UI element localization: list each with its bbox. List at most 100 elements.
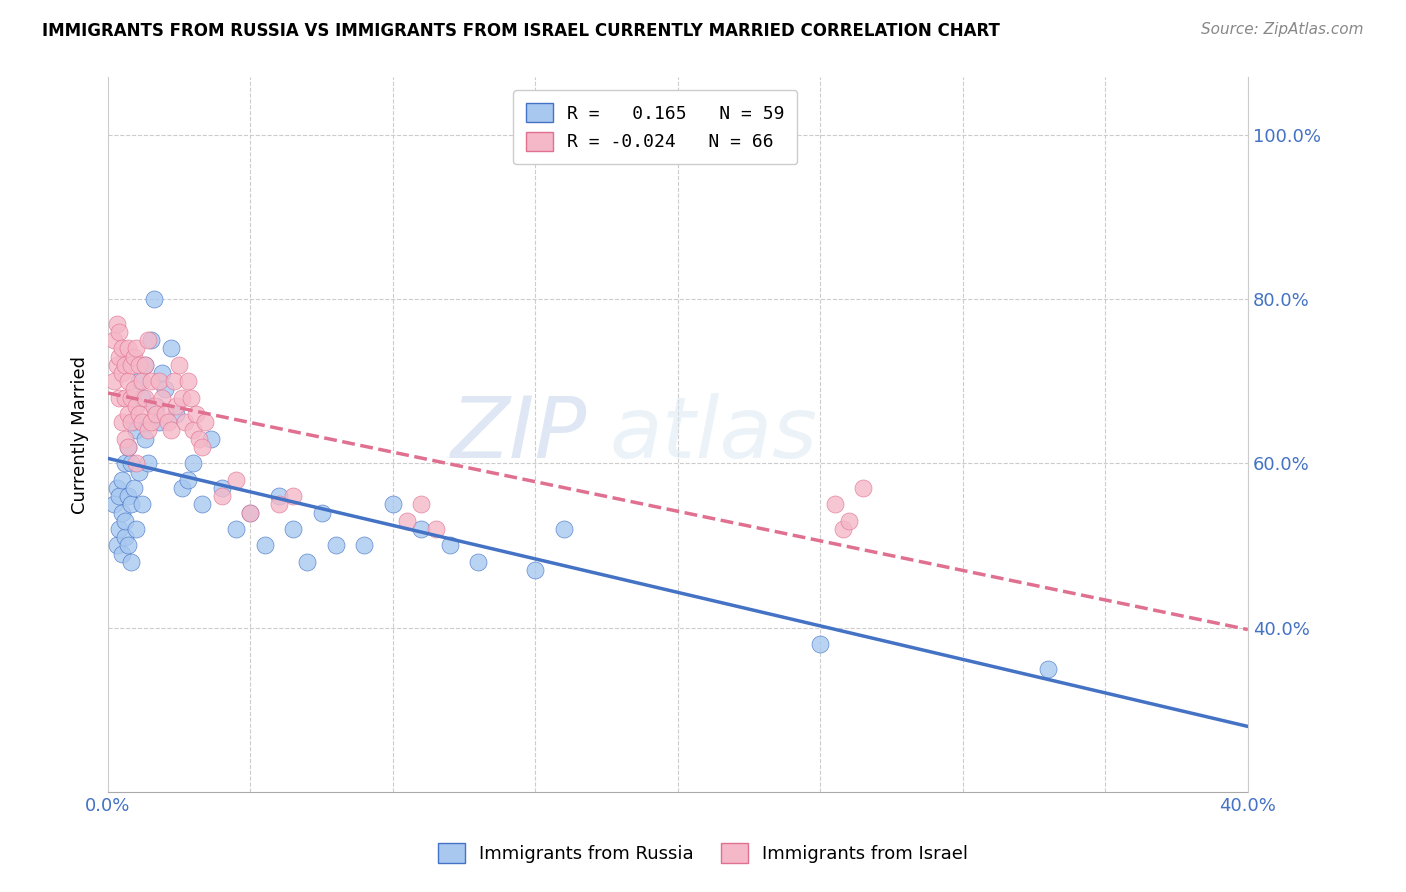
- Point: [108, 522, 131, 536]
- Point: [211, 481, 233, 495]
- Point: [117, 440, 139, 454]
- Point: [253, 538, 276, 552]
- Point: [105, 358, 128, 372]
- Point: [167, 358, 190, 372]
- Point: [142, 399, 165, 413]
- Point: [225, 473, 247, 487]
- Point: [183, 424, 205, 438]
- Point: [120, 358, 142, 372]
- Point: [122, 383, 145, 397]
- Point: [105, 317, 128, 331]
- Point: [808, 637, 831, 651]
- Point: [125, 342, 148, 356]
- Point: [128, 465, 150, 479]
- Point: [120, 415, 142, 429]
- Point: [267, 497, 290, 511]
- Point: [153, 407, 176, 421]
- Point: [191, 440, 214, 454]
- Point: [177, 473, 200, 487]
- Point: [211, 489, 233, 503]
- Point: [111, 547, 134, 561]
- Point: [128, 358, 150, 372]
- Point: [283, 489, 305, 503]
- Point: [114, 358, 136, 372]
- Point: [108, 325, 131, 339]
- Point: [122, 415, 145, 429]
- Point: [136, 333, 159, 347]
- Point: [111, 366, 134, 380]
- Point: [150, 366, 173, 380]
- Point: [852, 481, 875, 495]
- Point: [297, 555, 319, 569]
- Point: [145, 399, 167, 413]
- Point: [145, 407, 167, 421]
- Point: [114, 456, 136, 470]
- Point: [128, 407, 150, 421]
- Point: [131, 415, 153, 429]
- Point: [148, 415, 170, 429]
- Point: [156, 415, 179, 429]
- Point: [838, 514, 860, 528]
- Point: [134, 391, 156, 405]
- Point: [120, 391, 142, 405]
- Point: [142, 292, 165, 306]
- Point: [111, 473, 134, 487]
- Point: [1038, 661, 1060, 675]
- Point: [832, 522, 855, 536]
- Point: [131, 497, 153, 511]
- Point: [150, 391, 173, 405]
- Point: [117, 538, 139, 552]
- Point: [117, 489, 139, 503]
- Point: [180, 391, 202, 405]
- Text: IMMIGRANTS FROM RUSSIA VS IMMIGRANTS FROM ISRAEL CURRENTLY MARRIED CORRELATION C: IMMIGRANTS FROM RUSSIA VS IMMIGRANTS FRO…: [42, 22, 1000, 40]
- Point: [105, 481, 128, 495]
- Point: [108, 391, 131, 405]
- Point: [824, 497, 846, 511]
- Point: [117, 440, 139, 454]
- Point: [225, 522, 247, 536]
- Point: [111, 342, 134, 356]
- Point: [117, 374, 139, 388]
- Point: [186, 407, 208, 421]
- Point: [125, 424, 148, 438]
- Point: [103, 333, 125, 347]
- Text: atlas: atlas: [610, 393, 817, 476]
- Point: [120, 555, 142, 569]
- Point: [467, 555, 489, 569]
- Point: [148, 374, 170, 388]
- Point: [125, 399, 148, 413]
- Y-axis label: Currently Married: Currently Married: [72, 356, 89, 514]
- Point: [200, 432, 222, 446]
- Point: [553, 522, 575, 536]
- Point: [122, 481, 145, 495]
- Legend: Immigrants from Russia, Immigrants from Israel: Immigrants from Russia, Immigrants from …: [427, 832, 979, 874]
- Point: [325, 538, 347, 552]
- Point: [103, 497, 125, 511]
- Point: [139, 333, 162, 347]
- Point: [131, 374, 153, 388]
- Point: [439, 538, 461, 552]
- Point: [411, 522, 433, 536]
- Point: [411, 497, 433, 511]
- Point: [122, 350, 145, 364]
- Point: [524, 563, 547, 577]
- Point: [239, 506, 262, 520]
- Point: [108, 489, 131, 503]
- Point: [174, 415, 197, 429]
- Point: [267, 489, 290, 503]
- Text: Source: ZipAtlas.com: Source: ZipAtlas.com: [1201, 22, 1364, 37]
- Point: [111, 415, 134, 429]
- Point: [136, 456, 159, 470]
- Point: [114, 391, 136, 405]
- Point: [139, 415, 162, 429]
- Point: [159, 342, 181, 356]
- Point: [172, 481, 194, 495]
- Point: [425, 522, 447, 536]
- Point: [114, 432, 136, 446]
- Point: [114, 514, 136, 528]
- Point: [165, 407, 187, 421]
- Point: [134, 432, 156, 446]
- Point: [153, 383, 176, 397]
- Point: [353, 538, 375, 552]
- Legend: R =   0.165   N = 59, R = -0.024   N = 66: R = 0.165 N = 59, R = -0.024 N = 66: [513, 90, 797, 164]
